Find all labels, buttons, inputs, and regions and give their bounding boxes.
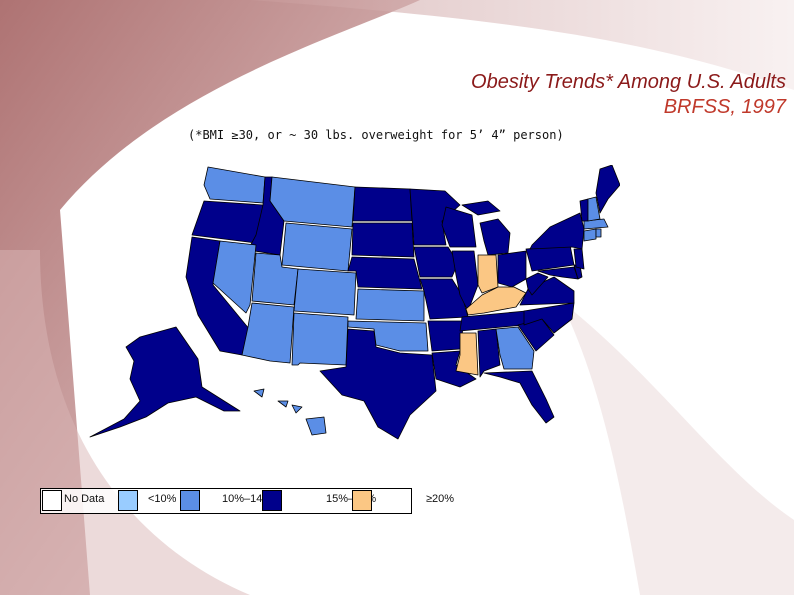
- legend-label-ge20: ≥20%: [426, 493, 455, 505]
- state-connecticut: [583, 228, 597, 242]
- map-title: Obesity Trends* Among U.S. Adults BRFSS,…: [471, 70, 786, 120]
- map-subtitle: (*BMI ≥30, or ~ 30 lbs. overweight for 5…: [188, 128, 564, 142]
- state-nebraska: [347, 256, 423, 290]
- state-colorado: [293, 268, 357, 316]
- bg-swoosh-top: [250, 0, 794, 90]
- state-west-virginia: [525, 272, 549, 296]
- state-arizona: [241, 302, 295, 364]
- legend-label-lt10: <10%: [148, 493, 177, 505]
- state-new-york: [529, 212, 585, 250]
- state-south-dakota: [351, 222, 415, 258]
- legend: No Data <10% 10%–14 15%–19% ≥20%: [40, 488, 454, 514]
- state-alaska: [89, 326, 241, 438]
- state-georgia: [495, 326, 535, 370]
- state-oregon: [191, 200, 264, 244]
- state-virginia: [519, 276, 575, 306]
- state-nevada: [212, 240, 257, 314]
- state-new-mexico: [291, 312, 349, 366]
- legend-swatch-15-19: [262, 490, 282, 511]
- state-new-hampshire: [587, 196, 601, 222]
- state-minnesota: [409, 188, 461, 246]
- state-texas: [319, 328, 437, 440]
- state-maryland: [537, 266, 579, 280]
- bg-swoosh-left: [0, 0, 420, 595]
- state-new-jersey: [573, 248, 585, 270]
- state-alabama: [477, 328, 501, 378]
- state-florida: [483, 370, 555, 424]
- bg-swoosh-right: [560, 300, 794, 595]
- legend-swatch-10-14: [180, 490, 200, 511]
- state-montana: [269, 176, 356, 228]
- us-choropleth-map: [89, 165, 620, 440]
- title-line-2: BRFSS, 1997: [663, 96, 786, 118]
- state-maine: [595, 165, 620, 214]
- state-kansas: [355, 288, 425, 322]
- state-mississippi: [455, 332, 479, 376]
- legend-swatch-lt10: [118, 490, 138, 511]
- state-rhode-island: [595, 228, 602, 238]
- state-ohio: [497, 250, 527, 288]
- state-indiana: [477, 254, 499, 294]
- state-oklahoma: [347, 320, 429, 352]
- state-wisconsin: [441, 206, 477, 248]
- state-washington: [203, 166, 266, 204]
- state-north-dakota: [352, 186, 413, 222]
- legend-swatch-no-data: [42, 490, 62, 511]
- legend-swatch-ge20: [352, 490, 372, 511]
- legend-label-no-data: No Data: [64, 493, 105, 505]
- state-iowa: [413, 246, 459, 278]
- state-michigan: [461, 200, 511, 256]
- state-hawaii: [253, 388, 327, 436]
- legend-label-10-14: 10%–14: [222, 493, 263, 505]
- state-wyoming: [281, 222, 353, 272]
- state-arkansas: [427, 320, 465, 352]
- title-line-1: Obesity Trends* Among U.S. Adults: [471, 71, 786, 93]
- legend-frame: [40, 488, 412, 514]
